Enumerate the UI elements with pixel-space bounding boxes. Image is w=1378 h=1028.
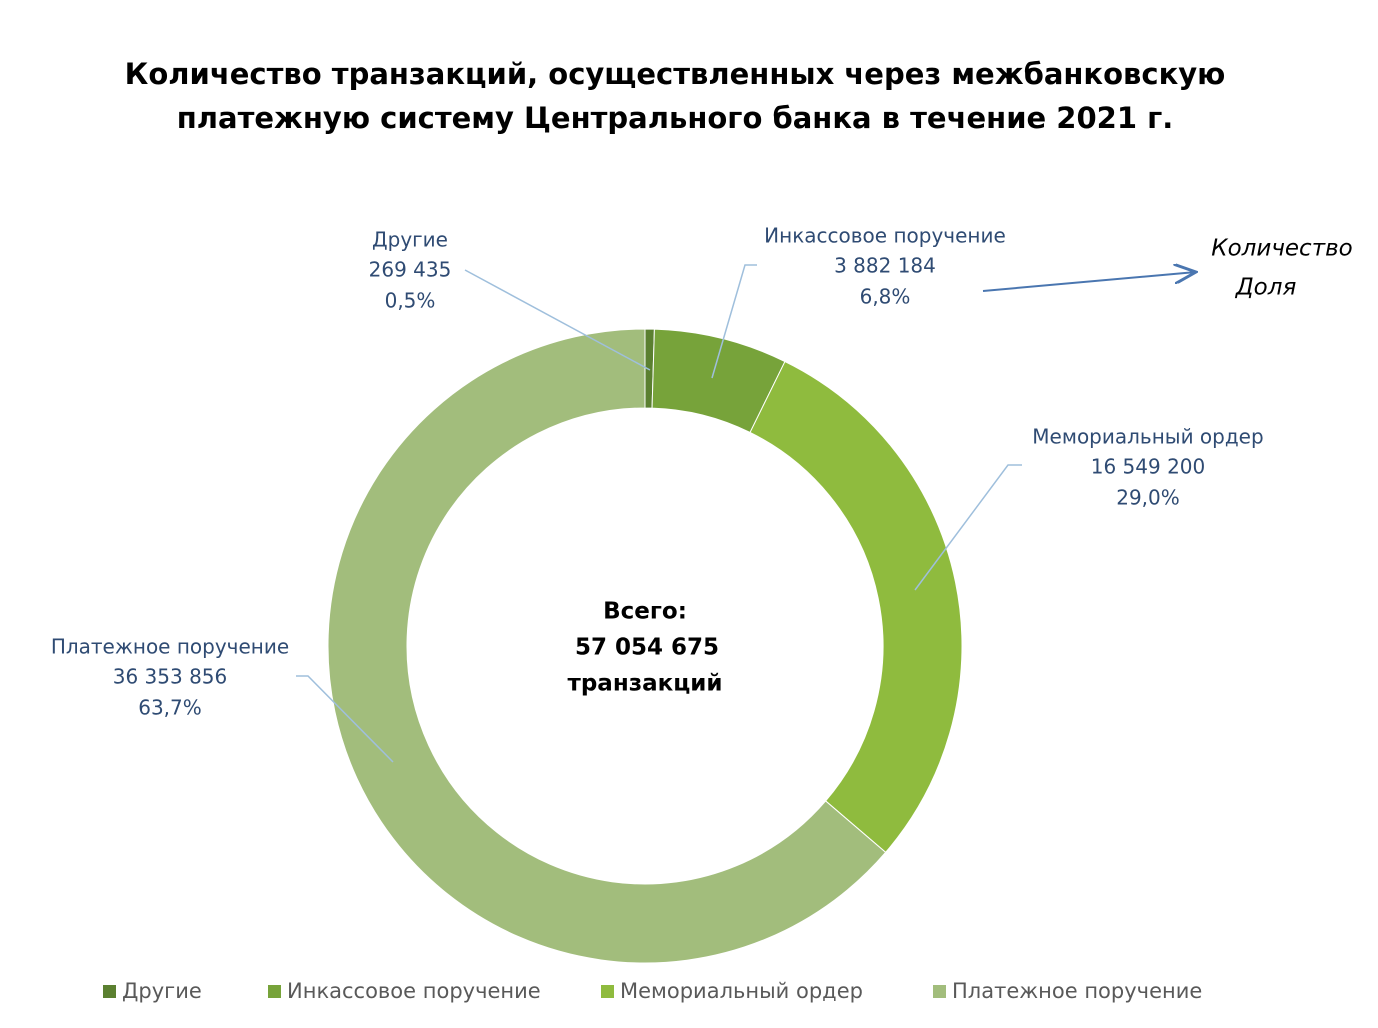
total-unit: транзакций	[568, 671, 723, 697]
data-label-value: 3 882 184	[834, 254, 936, 278]
data-label-share: 0,5%	[385, 289, 436, 313]
legend-label: Инкассовое поручение	[287, 979, 541, 1003]
legend-swatch	[601, 985, 614, 998]
data-label-value: 36 353 856	[113, 665, 228, 689]
legend-swatch	[933, 985, 946, 998]
data-label-name: Платежное поручение	[51, 635, 289, 659]
data-label-share: 6,8%	[860, 285, 911, 309]
leader-line	[914, 464, 1022, 591]
donut-segment	[327, 328, 887, 964]
annotation: Количество	[1211, 236, 1352, 262]
data-label-share: 29,0%	[1116, 486, 1180, 510]
legend-swatch	[268, 985, 281, 998]
total-label: Всего:	[603, 599, 687, 625]
data-label-value: 269 435	[369, 258, 452, 282]
data-label-name: Мемориальный ордер	[1032, 425, 1263, 449]
data-label-share: 63,7%	[138, 696, 202, 720]
legend-label: Другие	[122, 979, 202, 1003]
leader-line	[464, 269, 651, 371]
chart-title: Количество транзакций, осуществленных че…	[124, 57, 1226, 135]
annotation: Доля	[1235, 275, 1297, 301]
leader-line	[711, 264, 757, 379]
total-value: 57 054 675	[575, 635, 719, 661]
donut-segment	[749, 360, 963, 854]
leader-line	[296, 675, 394, 763]
legend-swatch	[103, 985, 116, 998]
legend-label: Мемориальный ордер	[620, 979, 863, 1003]
data-label-name: Инкассовое поручение	[764, 224, 1006, 248]
legend-label: Платежное поручение	[952, 979, 1202, 1003]
data-label-value: 16 549 200	[1091, 455, 1206, 479]
annotation-arrow	[982, 272, 1196, 292]
data-label-name: Другие	[372, 228, 448, 252]
